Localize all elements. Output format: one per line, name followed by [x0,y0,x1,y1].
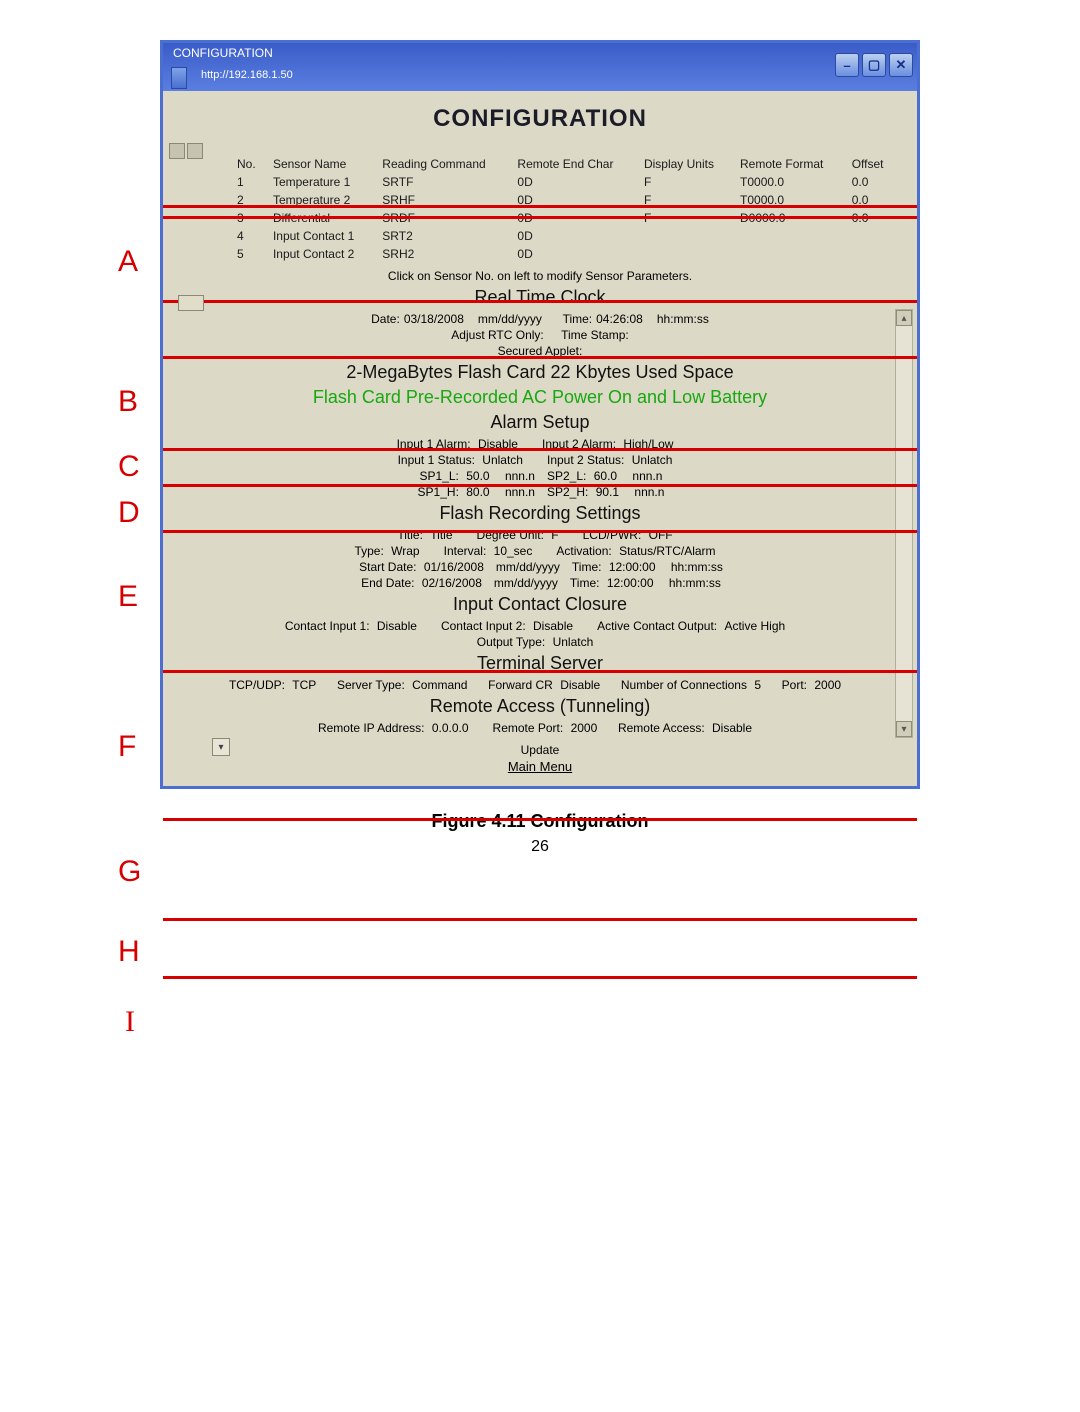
label-E: E [118,580,138,614]
address-url: http://192.168.1.50 [201,69,293,81]
sensor-cell: Temperature 1 [267,173,376,191]
sensor-cell [846,227,897,245]
label-B: B [118,385,138,419]
app-icon [171,67,187,89]
toolbar-icon[interactable] [187,143,203,159]
red-divider [163,300,917,303]
label-C: C [118,450,140,484]
label-A: A [118,245,138,279]
sensor-table-header: Reading Command [376,155,511,173]
sensor-no-cell[interactable]: 5 [231,245,267,263]
frs-title: Flash Recording Settings [173,503,907,524]
red-divider [163,448,917,451]
rtc-title: Real Time Clock [173,287,907,308]
page-title: CONFIGURATION [173,105,907,133]
update-button[interactable]: Update [521,743,560,757]
label-D: D [118,496,140,530]
sensor-cell [846,245,897,263]
sensor-cell: F [638,173,734,191]
sensor-cell: 0D [511,173,638,191]
sensor-cell: Input Contact 1 [267,227,376,245]
vertical-scrollbar[interactable]: ▴ ▾ [895,309,913,738]
figure-caption: Figure 4.11 Configuration [0,811,1080,832]
alarm-title: Alarm Setup [173,412,907,433]
scroll-up-icon[interactable]: ▴ [896,310,912,326]
sensor-cell [734,227,846,245]
sensor-cell: SRT2 [376,227,511,245]
side-box [178,295,204,311]
sensor-table-header: Remote End Char [511,155,638,173]
sensor-cell: T0000.0 [734,173,846,191]
title-bar: CONFIGURATION http://192.168.1.50 – ▢ ✕ [163,43,917,91]
red-divider [163,670,917,673]
sensor-table-header: Remote Format [734,155,846,173]
sensor-cell: Input Contact 2 [267,245,376,263]
red-divider [163,818,917,821]
sensor-no-cell[interactable]: 1 [231,173,267,191]
content-area: CONFIGURATION No.Sensor NameReading Comm… [163,91,917,786]
red-divider [163,356,917,359]
sensor-hint: Click on Sensor No. on left to modify Se… [173,269,907,283]
sensor-table-header: Sensor Name [267,155,376,173]
rtc-row2: Adjust RTC Only: Time Stamp: [173,328,907,342]
sensor-table-header: Offset [846,155,897,173]
table-row[interactable]: 5Input Contact 2SRH20D [231,245,897,263]
sensor-cell: 0D [511,227,638,245]
minimize-button[interactable]: – [835,53,859,77]
rtc-row1: Date:03/18/2008mm/dd/yyyy Time:04:26:08h… [173,312,907,326]
sensor-table: No.Sensor NameReading CommandRemote End … [231,155,897,263]
sensor-cell: SRH2 [376,245,511,263]
sensor-cell: SRTF [376,173,511,191]
sensor-cell [734,245,846,263]
sensor-cell [638,245,734,263]
icc-title: Input Contact Closure [173,594,907,615]
red-divider [163,216,917,219]
sensor-table-header: No. [231,155,267,173]
main-menu-link[interactable]: Main Menu [508,759,572,774]
rat-title: Remote Access (Tunneling) [173,696,907,717]
close-button[interactable]: ✕ [889,53,913,77]
sensor-no-cell[interactable]: 4 [231,227,267,245]
scroll-down-icon[interactable]: ▾ [896,721,912,737]
sensor-cell [638,227,734,245]
maximize-button[interactable]: ▢ [862,53,886,77]
red-divider [163,918,917,921]
label-I: I [125,1005,135,1039]
flash-note: Flash Card Pre-Recorded AC Power On and … [173,387,907,408]
title-bar-label: CONFIGURATION [173,46,273,60]
dropdown-arrow-icon[interactable]: ▾ [212,738,230,756]
label-F: F [118,730,136,764]
red-divider [163,484,917,487]
sensor-cell: 0D [511,245,638,263]
config-window: CONFIGURATION http://192.168.1.50 – ▢ ✕ … [160,40,920,789]
toolbar-icon[interactable] [169,143,185,159]
table-row[interactable]: 4Input Contact 1SRT20D [231,227,897,245]
table-row[interactable]: 1Temperature 1SRTF0DFT0000.00.0 [231,173,897,191]
red-divider [163,205,917,208]
red-divider [163,530,917,533]
sensor-table-header: Display Units [638,155,734,173]
sensor-cell: 0.0 [846,173,897,191]
page-number: 26 [0,838,1080,856]
window-controls: – ▢ ✕ [835,53,913,77]
label-H: H [118,935,140,969]
label-G: G [118,855,141,889]
red-divider [163,976,917,979]
flash-card-title: 2-MegaBytes Flash Card 22 Kbytes Used Sp… [173,362,907,383]
